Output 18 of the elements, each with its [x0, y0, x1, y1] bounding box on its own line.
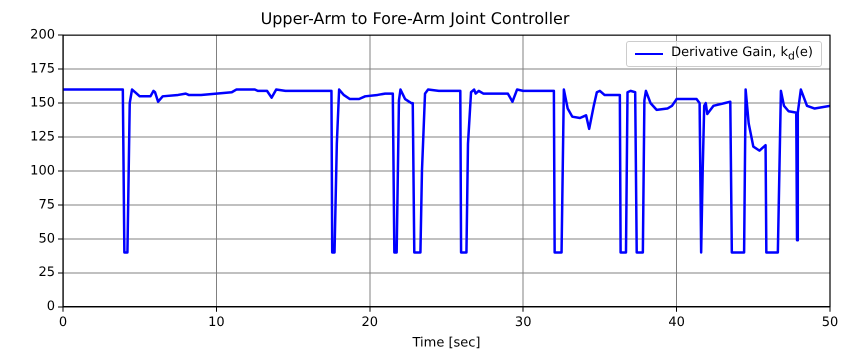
x-tick-label: 50: [822, 314, 838, 330]
y-tick-label: 150: [30, 95, 55, 110]
y-tick-label: 175: [30, 62, 55, 77]
y-tick-label: 0: [46, 299, 55, 314]
x-axis-title: Time [sec]: [411, 336, 481, 351]
chart-title: Upper-Arm to Fore-Arm Joint Controller: [260, 8, 570, 28]
y-tick-label: 200: [30, 28, 55, 43]
y-tick-label: 25: [38, 265, 55, 280]
x-tick-label: 30: [514, 314, 532, 330]
y-tick-label: 50: [38, 231, 55, 246]
x-tick-label: 40: [668, 314, 685, 330]
y-tick-label: 75: [38, 197, 55, 212]
x-tick-label: 20: [362, 314, 378, 330]
x-tick-label: 0: [58, 314, 68, 330]
y-tick-label: 125: [30, 129, 55, 144]
legend-label: Derivative Gain, k$_{d}$(e): [671, 45, 813, 63]
y-tick-label: 100: [30, 163, 55, 178]
x-tick-label: 10: [208, 314, 225, 330]
